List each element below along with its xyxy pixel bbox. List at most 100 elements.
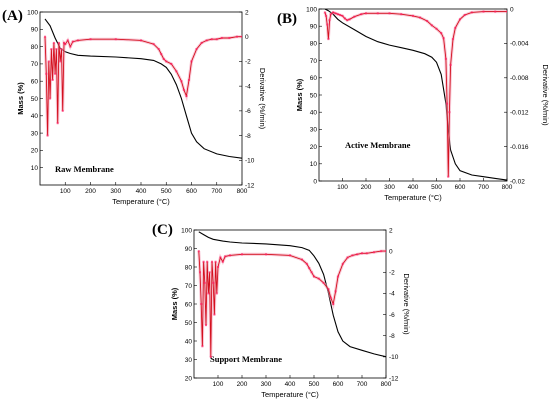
derivative-point — [51, 78, 54, 81]
derivative-point — [217, 266, 219, 268]
y2-tick-label: -8 — [389, 333, 395, 340]
derivative-point — [380, 250, 383, 253]
x-tick-label: 700 — [357, 381, 368, 388]
derivative-point — [308, 267, 311, 270]
derivative-point — [209, 355, 212, 358]
y2-axis-title: Derivative (%/min) — [258, 68, 267, 130]
x-tick-label: 800 — [502, 184, 513, 191]
derivative-point — [463, 14, 466, 17]
y2-tick-label: -8 — [245, 133, 251, 140]
derivative-point — [45, 72, 48, 75]
panel-c: (C)100 200 300 400 500 600 700 8002030405060708… — [152, 222, 411, 399]
y2-tick-label: 0 — [510, 6, 514, 13]
x-tick-label: 500 — [161, 188, 172, 195]
derivative-point — [412, 14, 414, 17]
x-axis-title: Temperature (°C) — [261, 390, 319, 399]
derivative-point — [213, 313, 216, 316]
derivative-point — [305, 262, 308, 265]
x-tick-label: 300 — [110, 188, 121, 195]
y2-tick-label: -0.004 — [510, 41, 529, 48]
derivative-point — [214, 260, 217, 263]
derivative-point — [301, 258, 303, 261]
derivative-point — [205, 324, 207, 327]
y-tick-label: 40 — [185, 338, 193, 345]
derivative-point — [360, 13, 363, 16]
y2-tick-label: -6 — [389, 312, 395, 319]
derivative-point — [195, 48, 198, 51]
derivative-point — [446, 102, 449, 105]
derivative-curve — [324, 11, 507, 177]
derivative-curve — [198, 250, 386, 357]
x-tick-label: 400 — [408, 184, 419, 191]
y2-tick-label: -2 — [389, 270, 395, 277]
derivative-point — [180, 80, 183, 83]
derivative-point — [426, 20, 429, 23]
y-tick-label: 60 — [185, 301, 193, 308]
derivative-point — [66, 39, 69, 42]
sample-label: Raw Membrane — [55, 164, 114, 174]
panel-letter: (B) — [277, 11, 297, 27]
derivative-point — [265, 253, 267, 256]
derivative-point — [329, 296, 332, 299]
sample-label: Support Membrane — [210, 354, 282, 364]
y2-tick-label: 2 — [245, 9, 249, 16]
y2-axis-title: Derivative (%/min) — [541, 64, 550, 126]
y-tick-label: 60 — [310, 75, 318, 82]
derivative-point — [310, 271, 313, 274]
derivative-point — [356, 253, 359, 256]
derivative-point — [442, 37, 445, 40]
y-tick-label: 10 — [310, 161, 318, 168]
x-tick-label: 300 — [384, 184, 395, 191]
x-tick-label: 800 — [381, 381, 392, 388]
derivative-point — [210, 38, 213, 41]
derivative-point — [187, 78, 190, 81]
derivative-point — [322, 281, 325, 284]
derivative-point — [351, 254, 354, 257]
derivative-point — [215, 38, 218, 41]
derivative-point — [208, 271, 211, 274]
derivative-point — [326, 23, 329, 26]
derivative-point — [388, 12, 391, 15]
x-tick-label: 400 — [136, 188, 147, 195]
derivative-point — [361, 252, 363, 255]
y-tick-label: 80 — [310, 41, 318, 48]
derivative-point — [339, 14, 342, 17]
y-tick-label: 80 — [185, 264, 193, 271]
sample-label: Active Membrane — [345, 140, 411, 150]
x-tick-label: 100 — [213, 381, 224, 388]
y2-tick-label: -4 — [245, 83, 251, 90]
derivative-point — [56, 122, 59, 125]
derivative-point — [317, 277, 320, 280]
y-tick-label: 50 — [310, 92, 318, 99]
derivative-point — [332, 303, 335, 305]
derivative-point — [152, 43, 155, 46]
derivative-point — [175, 70, 178, 73]
derivative-glow — [197, 249, 386, 357]
derivative-point — [47, 60, 50, 63]
x-tick-label: 800 — [237, 188, 248, 195]
y2-tick-label: -0.008 — [510, 75, 529, 82]
y-tick-label: 20 — [185, 375, 193, 382]
derivative-point — [170, 62, 173, 65]
derivative-point — [435, 27, 438, 30]
derivative-point — [64, 43, 67, 46]
derivative-point — [444, 57, 447, 60]
derivative-point — [207, 292, 210, 295]
derivative-point — [185, 95, 188, 98]
x-tick-label: 700 — [211, 188, 222, 195]
derivative-point — [449, 63, 452, 66]
derivative-point — [494, 10, 497, 13]
derivative-point — [332, 11, 335, 14]
derivative-point — [334, 290, 337, 293]
derivative-point — [61, 109, 64, 112]
y2-tick-label: 0 — [245, 34, 249, 41]
derivative-point — [199, 271, 201, 274]
y-tick-label: 40 — [310, 110, 318, 117]
derivative-point — [182, 88, 185, 91]
derivative-point — [440, 32, 443, 35]
y2-tick-label: -0.02 — [510, 178, 525, 185]
derivative-point — [241, 35, 242, 38]
derivative-point — [54, 72, 57, 75]
y-axis-title: Mass (%) — [295, 78, 304, 111]
